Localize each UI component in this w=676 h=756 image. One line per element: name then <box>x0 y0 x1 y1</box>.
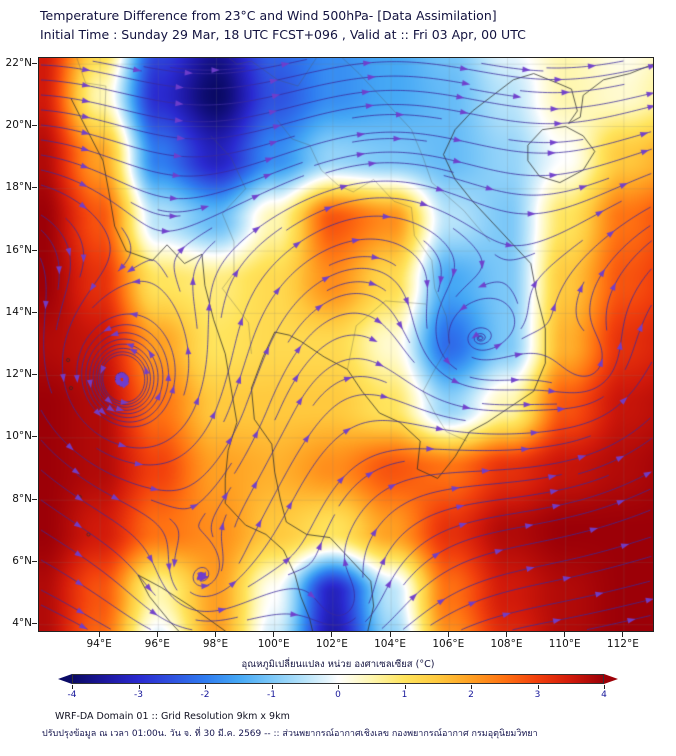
colorbar-tick-label: 0 <box>335 690 341 700</box>
lat-tick-mark <box>32 125 37 126</box>
weather-map-canvas <box>39 58 653 631</box>
colorbar-tick-mark <box>537 685 539 689</box>
colorbar-tick-label: 4 <box>601 690 607 700</box>
lon-tick-mark <box>506 632 507 637</box>
lon-tick-mark <box>447 632 449 637</box>
lon-tick-mark <box>564 632 566 637</box>
colorbar-tick-mark <box>205 685 206 689</box>
lat-tick-mark <box>32 560 37 562</box>
lon-tick-mark <box>98 632 100 637</box>
lat-tick-mark <box>32 311 37 313</box>
colorbar-tick-mark <box>404 685 406 689</box>
colorbar-tick-label: 1 <box>401 690 408 700</box>
lon-tick-label: 96°E <box>144 638 170 650</box>
lat-tick-label: 20°N <box>5 119 32 131</box>
lat-tick-mark <box>32 374 37 376</box>
colorbar-left-arrow-icon <box>58 674 72 684</box>
lat-tick-mark <box>32 249 37 251</box>
colorbar-tick-mark <box>271 685 273 689</box>
lon-tick-mark <box>389 632 391 637</box>
colorbar-tick-label: -4 <box>67 690 77 700</box>
lat-tick-mark <box>32 62 37 64</box>
lon-tick-mark <box>273 632 275 637</box>
lat-tick-mark <box>32 187 37 189</box>
colorbar-right-arrow-icon <box>604 674 618 684</box>
footer-domain-info: WRF-DA Domain 01 :: Grid Resolution 9km … <box>55 711 290 722</box>
colorbar-tick-label: -1 <box>267 690 276 700</box>
page-title: Temperature Difference from 23°C and Win… <box>40 8 497 23</box>
lon-tick-label: 104°E <box>374 638 407 650</box>
lat-tick-label: 10°N <box>5 430 32 443</box>
colorbar-tick-mark <box>338 685 339 689</box>
colorbar-tick-mark <box>72 685 73 689</box>
lat-tick-label: 16°N <box>5 243 32 256</box>
colorbar-tick-mark <box>604 685 605 689</box>
colorbar-title: อุณหภูมิเปลี่ยนแปลง หน่วย องศาเซลเซียส (… <box>241 659 435 670</box>
lon-tick-label: 94°E <box>86 638 112 650</box>
lon-tick-mark <box>622 632 624 637</box>
lat-tick-label: 14°N <box>5 305 32 318</box>
lon-tick-mark <box>156 632 158 637</box>
colorbar-tick-label: -2 <box>200 690 210 700</box>
page-subtitle-init-time: Initial Time : Sunday 29 Mar, 18 UTC FCS… <box>40 27 526 42</box>
map-frame <box>38 57 654 632</box>
colorbar-tick-label: 2 <box>468 690 474 700</box>
lat-tick-label: 8°N <box>12 492 32 505</box>
lat-tick-label: 12°N <box>5 368 32 381</box>
colorbar-tick-label: -3 <box>134 690 143 700</box>
lat-tick-label: 4°N <box>12 617 32 630</box>
lat-tick-mark <box>32 623 37 625</box>
colorbar-tick-mark <box>471 685 472 689</box>
lat-tick-label: 22°N <box>5 56 32 69</box>
lon-tick-label: 110°E <box>548 638 581 650</box>
footer-update-info: ปรับปรุงข้อมูล ณ เวลา 01:00น. วัน จ. ที่… <box>42 729 538 739</box>
colorbar-tick-mark <box>138 685 140 689</box>
lat-tick-mark <box>32 498 37 500</box>
lon-tick-label: 102°E <box>315 638 348 650</box>
colorbar-tick-label: 3 <box>534 690 541 700</box>
lat-tick-label: 6°N <box>12 554 32 567</box>
lon-tick-label: 98°E <box>202 638 229 650</box>
lat-tick-label: 18°N <box>5 181 32 194</box>
lon-tick-label: 106°E <box>432 638 465 650</box>
lat-tick-mark <box>32 436 37 438</box>
lon-tick-label: 100°E <box>257 638 290 650</box>
lon-tick-mark <box>331 632 333 637</box>
colorbar-gradient <box>72 674 604 684</box>
lon-tick-label: 112°E <box>606 638 639 650</box>
lon-tick-label: 108°E <box>490 638 523 650</box>
lon-tick-mark <box>215 632 216 637</box>
